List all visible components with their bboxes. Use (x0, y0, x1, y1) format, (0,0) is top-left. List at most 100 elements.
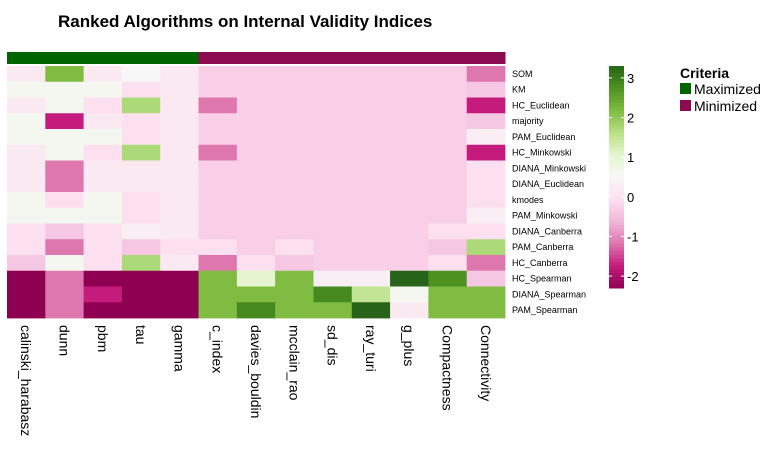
heatmap-cell (351, 176, 391, 193)
heatmap-cell (121, 129, 161, 146)
colorbar-segment (609, 254, 624, 259)
colorbar-segment (609, 69, 624, 74)
row-label: PAM_Euclidean (512, 132, 575, 142)
heatmap-cell (121, 176, 161, 193)
heatmap-cell (7, 176, 46, 193)
heatmap-cell (313, 144, 353, 161)
heatmap-cell (466, 160, 506, 177)
colorbar-segment (609, 225, 624, 230)
heatmap-cell (428, 223, 468, 240)
colorbar-segment (609, 265, 624, 270)
heatmap-cell (7, 66, 46, 83)
heatmap-cell (236, 239, 276, 256)
heatmap-cell (466, 286, 506, 303)
heatmap-cell (121, 66, 161, 83)
colorbar-segment (609, 273, 624, 278)
heatmap-cell (351, 144, 391, 161)
heatmap-cell (45, 81, 85, 98)
criteria-cell-calinski_harabasz (7, 52, 46, 64)
column-label: Compactness (440, 325, 456, 411)
colorbar-segment (609, 132, 624, 137)
heatmap-cell (7, 223, 46, 240)
colorbar-segment (609, 195, 624, 200)
heatmap-cell (466, 239, 506, 256)
heatmap-cell (236, 144, 276, 161)
heatmap-cell (160, 302, 199, 319)
heatmap-cell (198, 286, 238, 303)
colorbar-segment (609, 91, 624, 97)
heatmap-cell (83, 192, 123, 209)
colorbar-segment (609, 258, 624, 263)
criteria-cell-davies_bouldin (236, 52, 276, 64)
heatmap-cell (390, 160, 429, 177)
heatmap-cell (313, 66, 353, 83)
heatmap-cell (236, 176, 276, 193)
legend-swatch (680, 83, 691, 94)
colorbar-segment (609, 125, 624, 130)
colorbar-segment (609, 173, 624, 178)
heatmap-cell (351, 113, 391, 130)
colorbar-segment (609, 199, 624, 204)
legend-label: Maximized (694, 81, 761, 97)
colorbar-segment (609, 251, 624, 256)
heatmap-cell (351, 81, 391, 98)
heatmap-cell (7, 192, 46, 209)
heatmap-cell (428, 129, 468, 146)
column-label: tau (133, 325, 149, 344)
heatmap-cell (313, 286, 353, 303)
colorbar-segment (609, 280, 624, 285)
heatmap-cell (313, 207, 353, 224)
heatmap-cell (160, 239, 199, 256)
heatmap-cell (7, 113, 46, 130)
heatmap-cell (198, 144, 238, 161)
criteria-cell-dunn (45, 52, 85, 64)
colorbar-segment (609, 136, 624, 141)
heatmap-cell (7, 160, 46, 177)
heatmap-cell (198, 207, 238, 224)
heatmap-cell (121, 302, 161, 319)
heatmap-cell (313, 270, 353, 287)
row-labels: SOM KM HC_Euclidean majority PAM_Euclidean HC… (512, 69, 586, 315)
heatmap-cell (236, 302, 276, 319)
heatmap-cell (198, 160, 238, 177)
colorbar-tick-label: 3 (627, 71, 634, 86)
heatmap-cell (7, 97, 46, 114)
heatmap-cell (83, 66, 123, 83)
heatmap-cell (121, 97, 161, 114)
colorbar-segment (609, 210, 624, 215)
heatmap-cell (198, 239, 238, 256)
heatmap-cell (390, 207, 429, 224)
criteria-cell-gamma (160, 52, 200, 64)
column-label: g_plus (401, 325, 417, 366)
colorbar-segment (609, 99, 624, 104)
colorbar-segment (609, 184, 624, 189)
heatmap-cell (160, 129, 199, 146)
heatmap-cell (275, 176, 314, 193)
heatmap-cell (198, 129, 238, 146)
heatmap-cell (351, 160, 391, 177)
heatmap-cell (121, 81, 161, 98)
heatmap-cell (7, 302, 46, 319)
heatmap-cell (428, 255, 468, 272)
heatmap-cell (466, 97, 506, 114)
heatmap-cell (45, 129, 85, 146)
heatmap-cell (313, 129, 353, 146)
criteria-cell-tau (121, 52, 161, 64)
heatmap-cell (275, 255, 314, 272)
heatmap-cell (160, 176, 199, 193)
heatmap-cell (351, 223, 391, 240)
heatmap-cell (275, 286, 314, 303)
row-label: KM (512, 85, 526, 95)
colorbar-segment (609, 284, 624, 289)
heatmap-cell (466, 81, 506, 98)
heatmap-cell (45, 160, 85, 177)
heatmap-cell (466, 302, 506, 319)
heatmap-cell (275, 66, 314, 83)
row-label: PAM_Canberra (512, 242, 573, 252)
heatmap-cell (198, 192, 238, 209)
heatmap-cell (466, 255, 506, 272)
heatmap-cell (236, 255, 276, 272)
colorbar-segment (609, 228, 624, 233)
column-label: pbm (95, 325, 111, 352)
